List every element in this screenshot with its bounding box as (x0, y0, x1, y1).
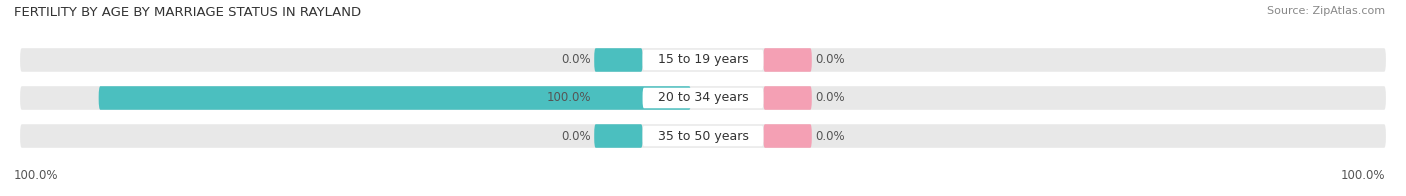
FancyBboxPatch shape (20, 48, 1386, 72)
Text: 15 to 19 years: 15 to 19 years (658, 54, 748, 66)
Text: 0.0%: 0.0% (815, 92, 845, 104)
Text: 100.0%: 100.0% (14, 169, 59, 182)
Text: 35 to 50 years: 35 to 50 years (658, 130, 748, 142)
Text: Source: ZipAtlas.com: Source: ZipAtlas.com (1267, 6, 1385, 16)
FancyBboxPatch shape (643, 126, 763, 146)
FancyBboxPatch shape (643, 88, 763, 108)
Text: 20 to 34 years: 20 to 34 years (658, 92, 748, 104)
Text: 100.0%: 100.0% (1340, 169, 1385, 182)
Text: 0.0%: 0.0% (815, 130, 845, 142)
Text: 0.0%: 0.0% (561, 130, 591, 142)
FancyBboxPatch shape (20, 124, 1386, 148)
FancyBboxPatch shape (643, 50, 763, 70)
FancyBboxPatch shape (763, 124, 811, 148)
Text: 0.0%: 0.0% (815, 54, 845, 66)
FancyBboxPatch shape (763, 48, 811, 72)
FancyBboxPatch shape (763, 86, 811, 110)
Text: 0.0%: 0.0% (561, 54, 591, 66)
FancyBboxPatch shape (595, 48, 643, 72)
Text: 100.0%: 100.0% (547, 92, 591, 104)
FancyBboxPatch shape (98, 86, 690, 110)
Text: FERTILITY BY AGE BY MARRIAGE STATUS IN RAYLAND: FERTILITY BY AGE BY MARRIAGE STATUS IN R… (14, 6, 361, 19)
FancyBboxPatch shape (20, 86, 1386, 110)
FancyBboxPatch shape (595, 124, 643, 148)
